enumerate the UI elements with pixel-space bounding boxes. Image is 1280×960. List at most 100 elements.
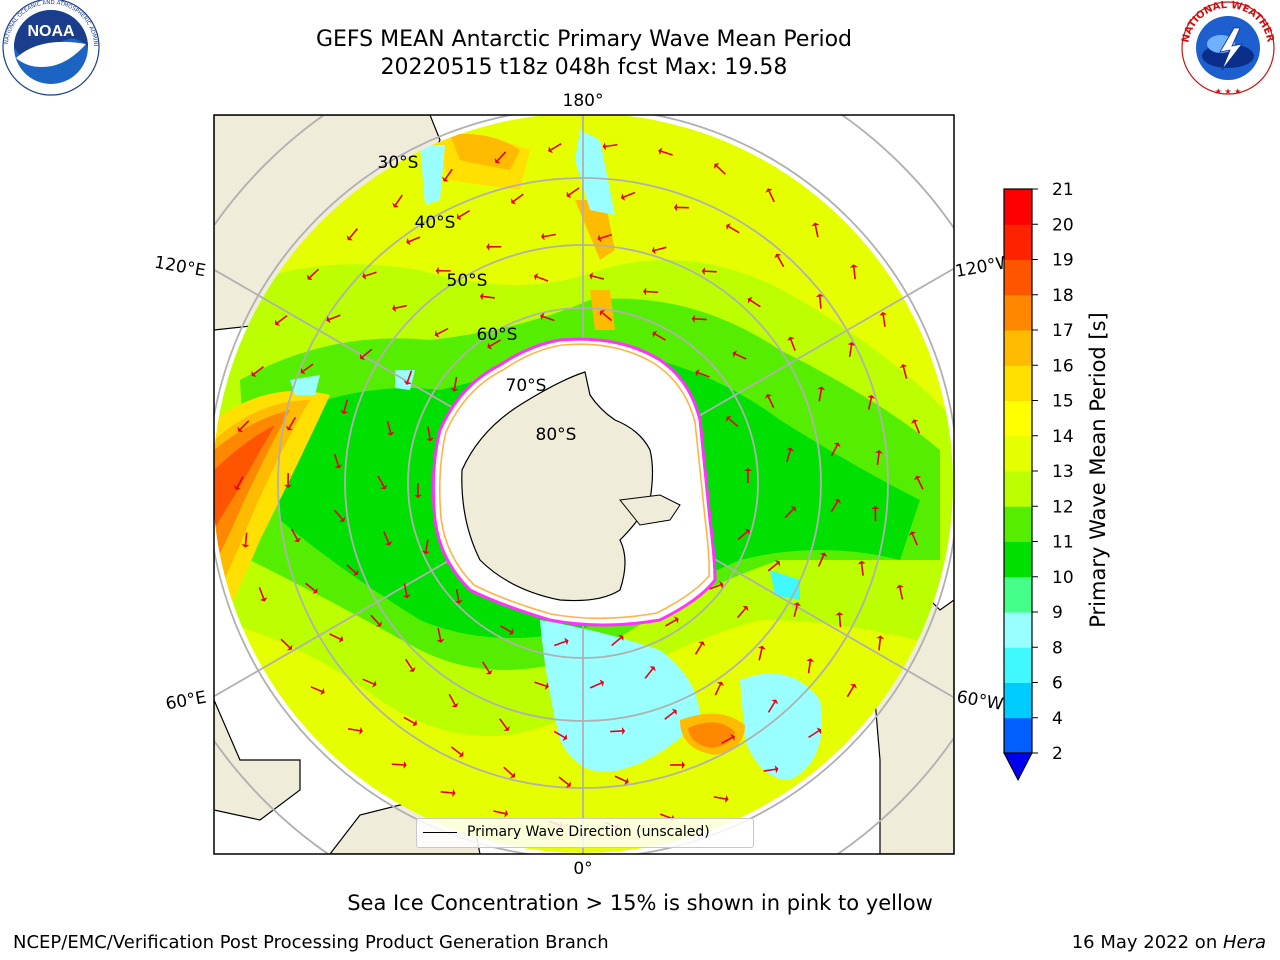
colorbar-extend-triangle xyxy=(1003,752,1033,782)
wave-arrow-head xyxy=(494,157,501,164)
wave-arrow-head xyxy=(241,544,250,548)
wave-arrow-head xyxy=(719,581,724,589)
wave-arrow-shaft xyxy=(852,267,856,280)
wave-arrow-shaft xyxy=(660,813,672,820)
wave-arrow-shaft xyxy=(664,711,675,720)
lat-label-30s: 30°S xyxy=(378,153,419,173)
wave-arrow-shaft xyxy=(817,555,825,567)
wave-arrow-head xyxy=(835,612,844,616)
wave-arrow-shaft xyxy=(665,619,677,627)
wave-arrow-head xyxy=(602,142,607,151)
wave-arrow-shaft xyxy=(878,638,882,651)
svg-text:★ ★ ★: ★ ★ ★ xyxy=(1215,87,1242,96)
wave-arrow-head xyxy=(451,702,459,708)
wave-arrow-shaft xyxy=(848,344,853,357)
colorbar-tick-label: 12 xyxy=(1052,497,1074,517)
noaa-logo: NOAA NATIONAL OCEANIC AND ATMOSPHERIC AD… xyxy=(0,0,100,96)
wave-arrow-shaft xyxy=(660,150,673,156)
colorbar-tick-label: 18 xyxy=(1052,286,1074,306)
wave-arrow-shaft xyxy=(239,420,250,430)
colorbar-label: Primary Wave Mean Period [s] xyxy=(1086,312,1110,628)
wave-arrow-head xyxy=(562,734,568,741)
wave-arrow-shaft xyxy=(534,681,547,687)
wave-arrow-shaft xyxy=(818,389,823,402)
wave-arrow-head xyxy=(774,765,779,774)
wave-arrow-shaft xyxy=(362,678,375,685)
wave-arrow-shaft xyxy=(437,327,449,335)
colorbar-tick-label: 8 xyxy=(1052,638,1063,658)
wave-arrow-shaft xyxy=(455,588,460,602)
wave-arrow-shaft xyxy=(386,420,392,433)
wave-arrow-head xyxy=(487,342,493,350)
wave-arrow-shaft xyxy=(394,304,407,309)
wave-arrow-head xyxy=(458,751,464,758)
wave-arrow-shaft xyxy=(437,627,442,640)
wave-arrow-head xyxy=(589,272,594,280)
wave-arrow-shaft xyxy=(721,736,733,745)
wave-arrow-head xyxy=(899,364,908,369)
wave-arrow-head xyxy=(486,242,490,251)
wave-arrow-head xyxy=(698,641,706,647)
wave-arrow-shaft xyxy=(302,363,314,372)
wave-arrow-shaft xyxy=(808,730,820,739)
wave-arrow-head xyxy=(340,410,349,415)
wave-arrow-head xyxy=(819,552,828,557)
wave-arrow-shaft xyxy=(709,584,721,590)
wave-arrow-shaft xyxy=(654,333,666,341)
wave-arrow-head xyxy=(300,367,306,375)
wave-arrow-shaft xyxy=(280,638,291,649)
wave-arrow-head xyxy=(436,639,445,643)
wave-arrow-shaft xyxy=(408,236,421,243)
map-title: GEFS MEAN Antarctic Primary Wave Mean Pe… xyxy=(315,27,853,52)
wave-arrow-shaft xyxy=(814,225,819,238)
wave-arrow-shaft xyxy=(347,728,361,732)
wave-arrow-shaft xyxy=(403,716,415,724)
wave-arrow-shaft xyxy=(290,528,299,540)
wave-arrow-shaft xyxy=(716,165,726,175)
wave-arrow-head xyxy=(412,719,417,727)
wave-arrow-head xyxy=(386,431,395,436)
wave-arrow-shaft xyxy=(406,370,413,383)
wave-arrow-head xyxy=(426,437,434,442)
wave-arrow-head xyxy=(565,781,571,788)
wave-arrow-head xyxy=(450,388,459,392)
wave-arrow-shaft xyxy=(328,314,341,321)
wave-arrow-head xyxy=(713,163,720,169)
wave-arrow-shaft xyxy=(440,790,453,794)
wave-arrow-shaft xyxy=(309,268,320,278)
wave-arrow-head xyxy=(359,353,366,361)
wave-arrow-head xyxy=(408,667,416,672)
wave-arrow-head xyxy=(621,726,626,735)
wave-arrow-shaft xyxy=(737,608,747,619)
colorbar-tick-label: 13 xyxy=(1052,462,1074,482)
wave-arrow-shaft xyxy=(498,718,508,729)
wave-arrow-shaft xyxy=(453,376,458,389)
wave-arrow-head xyxy=(511,198,517,205)
wave-arrow-head xyxy=(879,311,888,316)
lat-label-70s: 70°S xyxy=(506,376,547,396)
colorbar-tick-label: 11 xyxy=(1052,533,1074,553)
wave-arrow-head xyxy=(312,587,318,594)
wave-arrow-head xyxy=(403,380,412,385)
wave-arrow-shaft xyxy=(767,701,776,713)
wave-arrow-shaft xyxy=(377,475,385,488)
colorbar-block xyxy=(1004,717,1032,754)
antarctica xyxy=(431,337,717,627)
colorbar-block xyxy=(1004,471,1032,507)
wave-arrow-shaft xyxy=(728,418,739,428)
wave-arrow-shaft xyxy=(362,348,373,358)
wave-arrow-head xyxy=(701,267,705,276)
wave-arrow-head xyxy=(681,760,685,769)
wave-arrow-shaft xyxy=(503,766,514,776)
wave-arrow-head xyxy=(456,213,462,221)
wave-arrow-head xyxy=(384,541,393,546)
map-legend: Primary Wave Direction (unscaled) xyxy=(416,818,754,848)
wave-arrow-head xyxy=(691,314,696,323)
wave-arrow-head xyxy=(237,426,244,433)
wave-arrow-shaft xyxy=(288,416,297,429)
wave-arrow-head xyxy=(726,223,731,231)
wave-arrow-head xyxy=(346,235,353,241)
wave-arrow-head xyxy=(503,725,510,731)
wave-arrow-shaft xyxy=(916,478,924,490)
wave-arrow-head xyxy=(442,176,449,182)
